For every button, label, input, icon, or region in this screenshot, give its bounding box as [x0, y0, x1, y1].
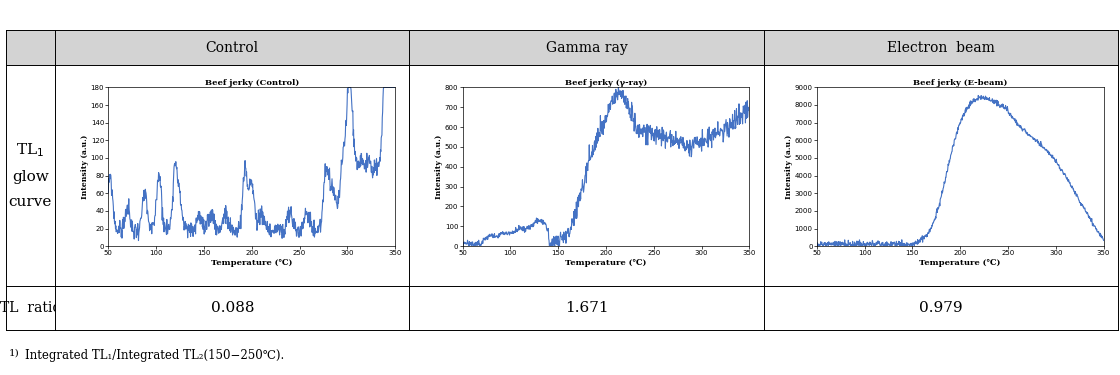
Text: TL  ratio: TL ratio [0, 301, 60, 315]
Text: Control: Control [206, 40, 259, 55]
Text: 0.979: 0.979 [918, 301, 962, 315]
Y-axis label: Intensity (a.u.): Intensity (a.u.) [82, 135, 90, 199]
Title: Beef jerky (E-beam): Beef jerky (E-beam) [913, 79, 1007, 87]
X-axis label: Temperature (℃): Temperature (℃) [920, 259, 1001, 267]
Text: TL$_1$
glow
curve: TL$_1$ glow curve [9, 142, 53, 210]
Text: Electron  beam: Electron beam [887, 40, 995, 55]
Text: 1.671: 1.671 [564, 301, 608, 315]
Title: Beef jerky (γ-ray): Beef jerky (γ-ray) [564, 79, 647, 87]
Text: Gamma ray: Gamma ray [545, 40, 627, 55]
Y-axis label: Intensity (a.u.): Intensity (a.u.) [785, 135, 793, 199]
X-axis label: Temperature (℃): Temperature (℃) [211, 259, 292, 267]
Text: 0.088: 0.088 [211, 301, 254, 315]
Y-axis label: Intensity (a.u.): Intensity (a.u.) [436, 135, 444, 199]
Title: Beef jerky (Control): Beef jerky (Control) [205, 79, 299, 87]
X-axis label: Temperature (℃): Temperature (℃) [566, 259, 646, 267]
Text: 1): 1) [9, 349, 20, 358]
Text: Integrated TL₁/Integrated TL₂(150−250℃).: Integrated TL₁/Integrated TL₂(150−250℃). [25, 349, 283, 362]
